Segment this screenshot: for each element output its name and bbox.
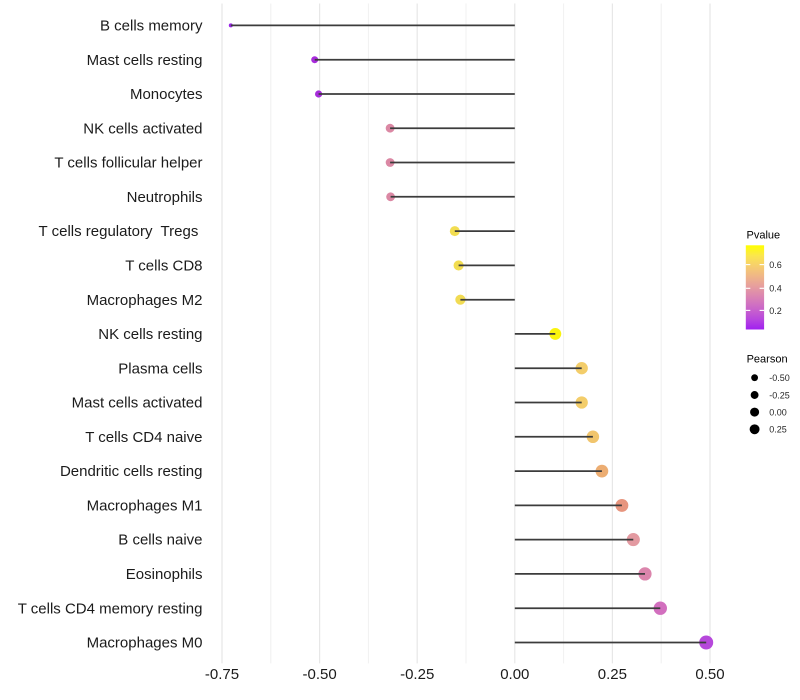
svg-text:Macrophages M0: Macrophages M0 [87,635,203,652]
svg-text:Macrophages M1: Macrophages M1 [87,498,203,515]
svg-text:0.2: 0.2 [769,306,782,316]
svg-text:Neutrophils: Neutrophils [127,189,203,206]
svg-text:T cells CD8: T cells CD8 [125,258,202,275]
svg-text:-0.75: -0.75 [205,666,239,683]
svg-text:T cells CD4 memory resting: T cells CD4 memory resting [18,600,203,617]
svg-text:Plasma cells: Plasma cells [118,360,202,377]
svg-text:Mast cells activated: Mast cells activated [72,395,203,412]
svg-text:NK cells resting: NK cells resting [98,326,202,343]
svg-text:NK cells activated: NK cells activated [83,120,202,137]
svg-text:T cells follicular helper: T cells follicular helper [54,155,202,172]
svg-text:0.50: 0.50 [695,666,724,683]
svg-text:0.00: 0.00 [500,666,529,683]
svg-text:-0.25: -0.25 [769,390,790,400]
svg-text:T cells CD4 naive: T cells CD4 naive [85,429,202,446]
svg-text:-0.50: -0.50 [769,373,790,383]
svg-text:0.25: 0.25 [598,666,627,683]
svg-text:Mast cells resting: Mast cells resting [87,52,203,69]
svg-text:Macrophages M2: Macrophages M2 [87,292,203,309]
svg-text:0.6: 0.6 [769,260,782,270]
svg-text:0.00: 0.00 [769,408,787,418]
svg-text:0.4: 0.4 [769,284,782,294]
svg-text:Dendritic cells resting: Dendritic cells resting [60,463,203,480]
svg-text:-0.50: -0.50 [302,666,336,683]
svg-text:Monocytes: Monocytes [130,86,203,103]
svg-text:-0.25: -0.25 [400,666,434,683]
svg-text:Pearson: Pearson [747,354,788,366]
svg-text:Pvalue: Pvalue [747,230,781,242]
svg-text:B cells naive: B cells naive [118,532,202,549]
svg-text:Eosinophils: Eosinophils [126,566,203,583]
svg-text:0.25: 0.25 [769,425,787,435]
svg-text:B cells memory: B cells memory [100,18,203,35]
svg-text:T cells regulatory Tregs: T cells regulatory Tregs [39,223,203,240]
